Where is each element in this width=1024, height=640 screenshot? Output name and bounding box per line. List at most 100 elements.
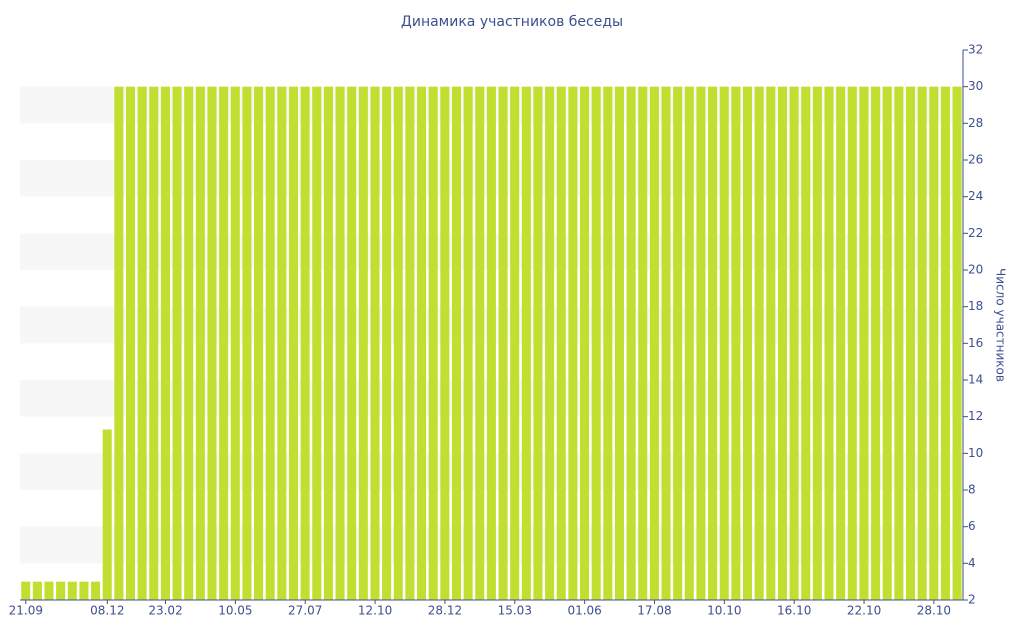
bar (312, 86, 322, 600)
bar (766, 86, 776, 600)
y-tick-label: 22 (968, 226, 983, 240)
bar (894, 86, 904, 600)
bar (207, 86, 217, 600)
bar (277, 86, 287, 600)
y-tick-label: 2 (968, 593, 976, 607)
bar (428, 86, 438, 600)
y-axis-label: Число участников (994, 268, 1008, 382)
bar (521, 86, 531, 600)
x-tick-label: 10.05 (218, 604, 252, 618)
x-tick-label: 27.07 (288, 604, 322, 618)
bar (614, 86, 624, 600)
bar (743, 86, 753, 600)
x-tick-label: 12.10 (358, 604, 392, 618)
bar (638, 86, 648, 600)
y-tick-label: 10 (968, 446, 983, 460)
bar (859, 86, 869, 600)
bar (242, 86, 252, 600)
x-tick-label: 16.10 (777, 604, 811, 618)
bar (917, 86, 927, 600)
bar (254, 86, 264, 600)
bar (149, 86, 159, 600)
bar (952, 86, 962, 600)
bar (195, 86, 205, 600)
bar (335, 86, 345, 600)
bar (486, 86, 496, 600)
y-tick-label: 24 (968, 189, 983, 203)
y-tick-label: 12 (968, 409, 983, 423)
y-tick-label: 16 (968, 336, 983, 350)
x-tick-label: 21.09 (9, 604, 43, 618)
bar (649, 86, 659, 600)
bar (545, 86, 555, 600)
bar (172, 86, 182, 600)
bar (137, 86, 147, 600)
bar (405, 86, 415, 600)
y-tick-label: 28 (968, 116, 983, 130)
x-tick-label: 28.10 (917, 604, 951, 618)
bar (754, 86, 764, 600)
bar (475, 86, 485, 600)
bar (940, 86, 950, 600)
y-tick-label: 18 (968, 299, 983, 313)
x-tick-label: 22.10 (847, 604, 881, 618)
bar (21, 581, 31, 600)
bar (696, 86, 706, 600)
bar (125, 86, 136, 600)
bar (498, 86, 508, 600)
y-tick-label: 8 (968, 483, 976, 497)
y-tick-label: 6 (968, 519, 976, 533)
bar (32, 581, 42, 600)
bar (44, 581, 54, 600)
bar (812, 86, 822, 600)
bar (836, 86, 846, 600)
bar (801, 86, 811, 600)
bar (382, 86, 392, 600)
bar (510, 86, 520, 600)
bar (370, 86, 380, 600)
chart-title: Динамика участников беседы (401, 14, 623, 30)
bar (882, 86, 892, 600)
bar (824, 86, 834, 600)
y-tick-label: 4 (968, 556, 976, 570)
bar (929, 86, 939, 600)
bar (56, 581, 66, 600)
bar (79, 581, 89, 600)
bar (114, 86, 124, 600)
x-tick-label: 15.03 (498, 604, 532, 618)
bar (160, 86, 170, 600)
bar (789, 86, 799, 600)
y-tick-label: 14 (968, 373, 983, 387)
bar (591, 86, 601, 600)
y-tick-label: 26 (968, 153, 983, 167)
bar (288, 86, 299, 600)
x-tick-label: 17.08 (637, 604, 671, 618)
bar (708, 86, 718, 600)
bar (533, 86, 543, 600)
bar (440, 86, 450, 600)
bar (300, 86, 310, 600)
bar (67, 581, 77, 600)
bar (347, 86, 357, 600)
bar (673, 86, 683, 600)
bar (417, 86, 427, 600)
bar (603, 86, 613, 600)
x-tick-label: 28.12 (428, 604, 462, 618)
bar (684, 86, 694, 600)
y-tick-label: 30 (968, 79, 983, 93)
y-tick-label: 32 (968, 43, 983, 57)
bar (731, 86, 741, 600)
bar (905, 86, 916, 600)
bar (580, 86, 590, 600)
y-tick-label: 20 (968, 263, 983, 277)
bar (323, 86, 333, 600)
bar (626, 86, 636, 600)
bar (393, 86, 403, 600)
bar (91, 581, 101, 600)
bar (230, 86, 240, 600)
x-tick-label: 23.02 (148, 604, 182, 618)
bar (568, 86, 578, 600)
x-tick-label: 01.06 (567, 604, 601, 618)
x-tick-label: 10.10 (707, 604, 741, 618)
